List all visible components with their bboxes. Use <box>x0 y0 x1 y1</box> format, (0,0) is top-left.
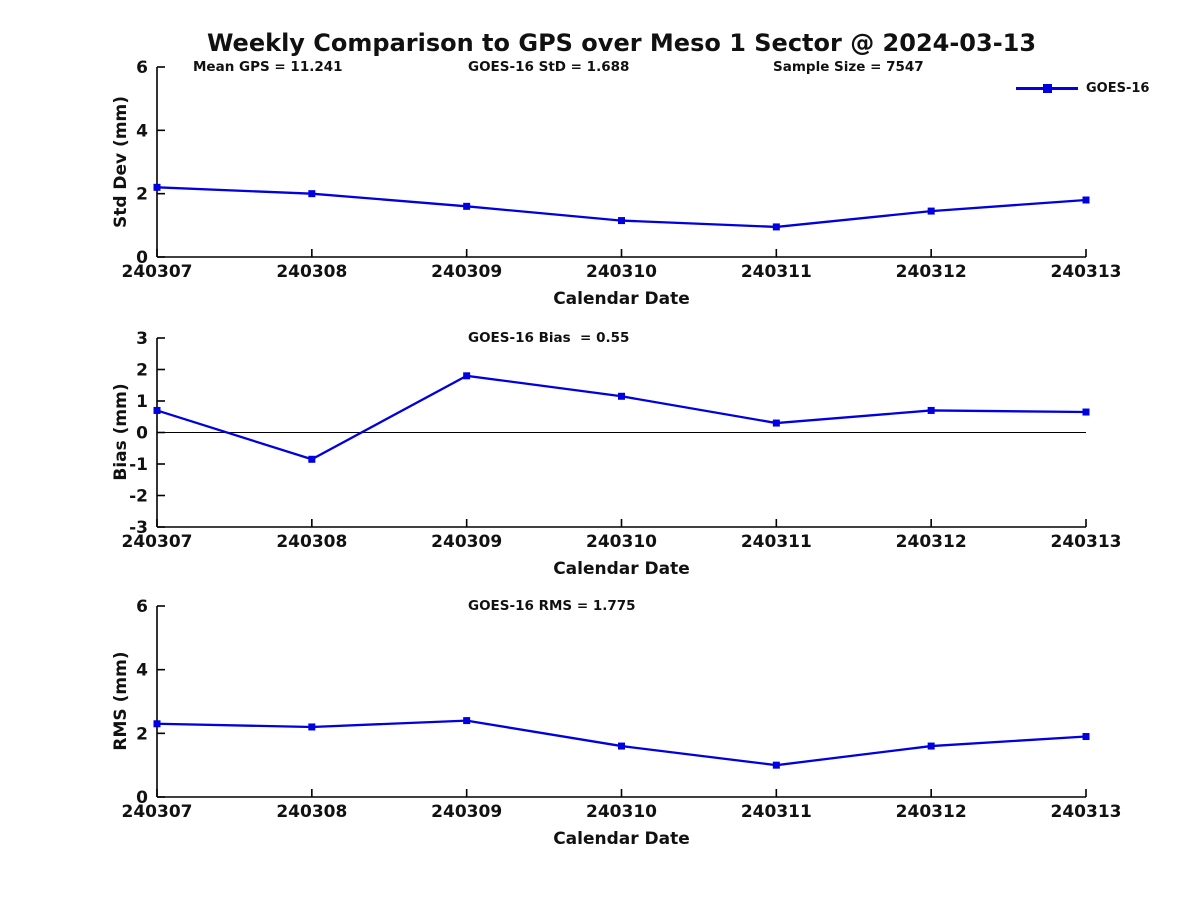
data-point-marker <box>927 207 935 215</box>
x-tick-label: 240312 <box>896 532 967 552</box>
data-point-marker <box>153 720 161 728</box>
annotation-mean-gps: Mean GPS = 11.241 <box>193 59 343 75</box>
x-tick-label: 240307 <box>122 262 193 282</box>
data-point-marker <box>772 761 780 769</box>
data-point-marker <box>153 406 161 414</box>
xlabel-calendar-date-1: Calendar Date <box>553 289 690 309</box>
x-tick-label: 240307 <box>122 802 193 822</box>
y-tick-label: 0 <box>136 248 148 268</box>
y-tick-label: 6 <box>136 597 148 617</box>
ylabel-bias: Bias (mm) <box>111 383 131 481</box>
data-point-marker <box>618 217 625 225</box>
data-point-marker <box>772 419 780 427</box>
x-tick-label: 240310 <box>586 532 657 552</box>
y-tick-label: 4 <box>136 121 148 141</box>
data-point-marker <box>927 742 935 750</box>
data-point-marker <box>463 202 471 210</box>
y-tick-label: 0 <box>136 788 148 808</box>
x-tick-label: 240313 <box>1051 532 1122 552</box>
x-tick-label: 240310 <box>586 262 657 282</box>
y-tick-label: 3 <box>136 329 148 349</box>
x-tick-label: 240312 <box>896 802 967 822</box>
x-tick-label: 240308 <box>276 532 347 552</box>
data-point-marker <box>1082 733 1090 741</box>
y-tick-label: -3 <box>129 518 148 538</box>
annotation-goes16-std: GOES-16 StD = 1.688 <box>468 59 630 75</box>
x-tick-label: 240307 <box>122 532 193 552</box>
y-tick-label: 2 <box>136 361 148 381</box>
x-tick-label: 240311 <box>741 262 812 282</box>
x-tick-label: 240310 <box>586 802 657 822</box>
x-tick-label: 240311 <box>741 532 812 552</box>
legend-marker-icon <box>1043 84 1052 93</box>
ylabel-rms: RMS (mm) <box>111 651 131 751</box>
x-tick-label: 240311 <box>741 802 812 822</box>
annotation-sample-size: Sample Size = 7547 <box>773 59 924 75</box>
data-point-marker <box>927 406 935 414</box>
data-point-marker <box>308 723 316 731</box>
data-point-marker <box>463 372 471 380</box>
x-tick-label: 240313 <box>1051 802 1122 822</box>
y-tick-label: 0 <box>136 424 148 444</box>
x-tick-label: 240308 <box>276 802 347 822</box>
data-point-marker <box>463 717 471 725</box>
y-tick-label: 2 <box>136 185 148 205</box>
data-point-marker <box>618 742 625 750</box>
legend-label: GOES-16 <box>1086 81 1150 96</box>
figure-title: Weekly Comparison to GPS over Meso 1 Sec… <box>206 29 1037 57</box>
y-tick-label: 2 <box>136 724 148 744</box>
y-tick-label: -2 <box>129 487 148 507</box>
y-tick-label: 1 <box>136 392 148 412</box>
x-tick-label: 240312 <box>896 262 967 282</box>
data-point-marker <box>618 392 625 400</box>
data-line <box>156 374 1087 461</box>
data-point-marker <box>1082 408 1090 416</box>
data-point-marker <box>772 223 780 231</box>
y-tick-label: 4 <box>136 661 148 681</box>
x-tick-label: 240309 <box>431 532 502 552</box>
y-tick-label: -1 <box>129 455 148 475</box>
data-point-marker <box>1082 196 1090 204</box>
data-point-marker <box>308 455 316 463</box>
subplot-title-rms: GOES-16 RMS = 1.775 <box>468 598 636 614</box>
x-tick-label: 240313 <box>1051 262 1122 282</box>
data-point-marker <box>308 190 316 198</box>
x-tick-label: 240309 <box>431 262 502 282</box>
x-tick-label: 240308 <box>276 262 347 282</box>
y-tick-label: 6 <box>136 58 148 78</box>
ylabel-std-dev: Std Dev (mm) <box>111 95 131 229</box>
data-point-marker <box>153 183 161 191</box>
xlabel-calendar-date-2: Calendar Date <box>553 559 690 579</box>
xlabel-calendar-date-3: Calendar Date <box>553 829 690 849</box>
subplot-title-bias: GOES-16 Bias = 0.55 <box>468 330 630 346</box>
x-tick-label: 240309 <box>431 802 502 822</box>
